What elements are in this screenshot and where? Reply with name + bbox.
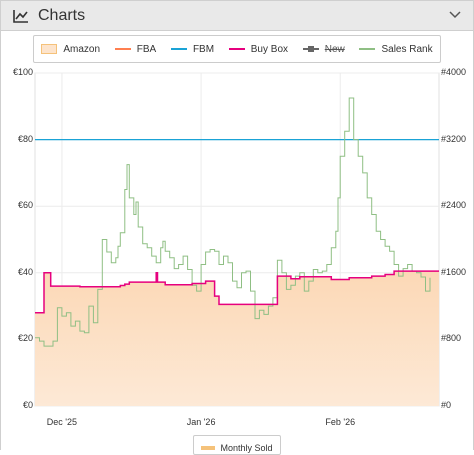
legend-swatch-fba xyxy=(114,48,131,50)
sales-rank-line xyxy=(35,97,431,347)
chevron-icon[interactable] xyxy=(447,7,463,23)
y-tick-label-left: €80 xyxy=(17,133,33,144)
y-tick-label-right: #3200 xyxy=(441,133,467,144)
legend-item-salesrank[interactable]: Sales Rank xyxy=(359,43,433,55)
legend-item-fbm[interactable]: FBM xyxy=(170,43,215,55)
y-tick-label-right: #800 xyxy=(441,333,462,344)
legend-item-amazon[interactable]: Amazon xyxy=(41,44,100,55)
x-tick-label: Feb '26 xyxy=(325,417,356,427)
legend-swatch-fbm xyxy=(170,48,187,50)
charts-panel-header[interactable]: Charts xyxy=(1,1,473,31)
x-tick-label: Jan '26 xyxy=(186,417,216,427)
chart-legend: Amazon FBA FBM Buy Box New Sales Rank xyxy=(33,35,441,63)
legend-label: FBM xyxy=(192,43,215,55)
legend-label: New xyxy=(324,43,345,55)
y-tick-label-left: €0 xyxy=(22,400,33,410)
line-chart-icon xyxy=(13,6,33,26)
x-tick-label: Dec '25 xyxy=(46,417,78,427)
legend-label: Amazon xyxy=(63,43,101,55)
buybox-line xyxy=(35,270,439,314)
legend-item-buybox[interactable]: Buy Box xyxy=(228,43,289,55)
legend-label: Buy Box xyxy=(250,43,289,55)
legend-item-new[interactable]: New xyxy=(302,43,345,55)
y-tick-label-right: #4000 xyxy=(441,67,467,77)
y-tick-label-left: €100 xyxy=(12,67,33,77)
legend-swatch-amazon xyxy=(41,44,58,54)
y-tick-label-left: €40 xyxy=(17,266,33,277)
panel-title: Charts xyxy=(38,6,86,24)
monthly-sold-legend[interactable]: Monthly Sold xyxy=(193,435,281,455)
monthly-sold-label: Monthly Sold xyxy=(220,443,273,453)
y-tick-label-right: #1600 xyxy=(441,266,467,277)
y-tick-label-right: #0 xyxy=(441,400,452,410)
monthly-sold-swatch xyxy=(201,446,216,450)
buybox-area xyxy=(35,271,439,406)
y-tick-label-right: #2400 xyxy=(441,200,467,211)
legend-label: Sales Rank xyxy=(381,43,433,55)
legend-swatch-salesrank xyxy=(359,48,376,50)
legend-item-fba[interactable]: FBA xyxy=(114,43,157,55)
y-tick-label-left: €20 xyxy=(17,333,33,344)
y-tick-label-left: €60 xyxy=(17,200,33,211)
legend-swatch-buybox xyxy=(228,48,245,50)
legend-label: FBA xyxy=(136,43,157,55)
legend-swatch-new xyxy=(302,44,319,54)
